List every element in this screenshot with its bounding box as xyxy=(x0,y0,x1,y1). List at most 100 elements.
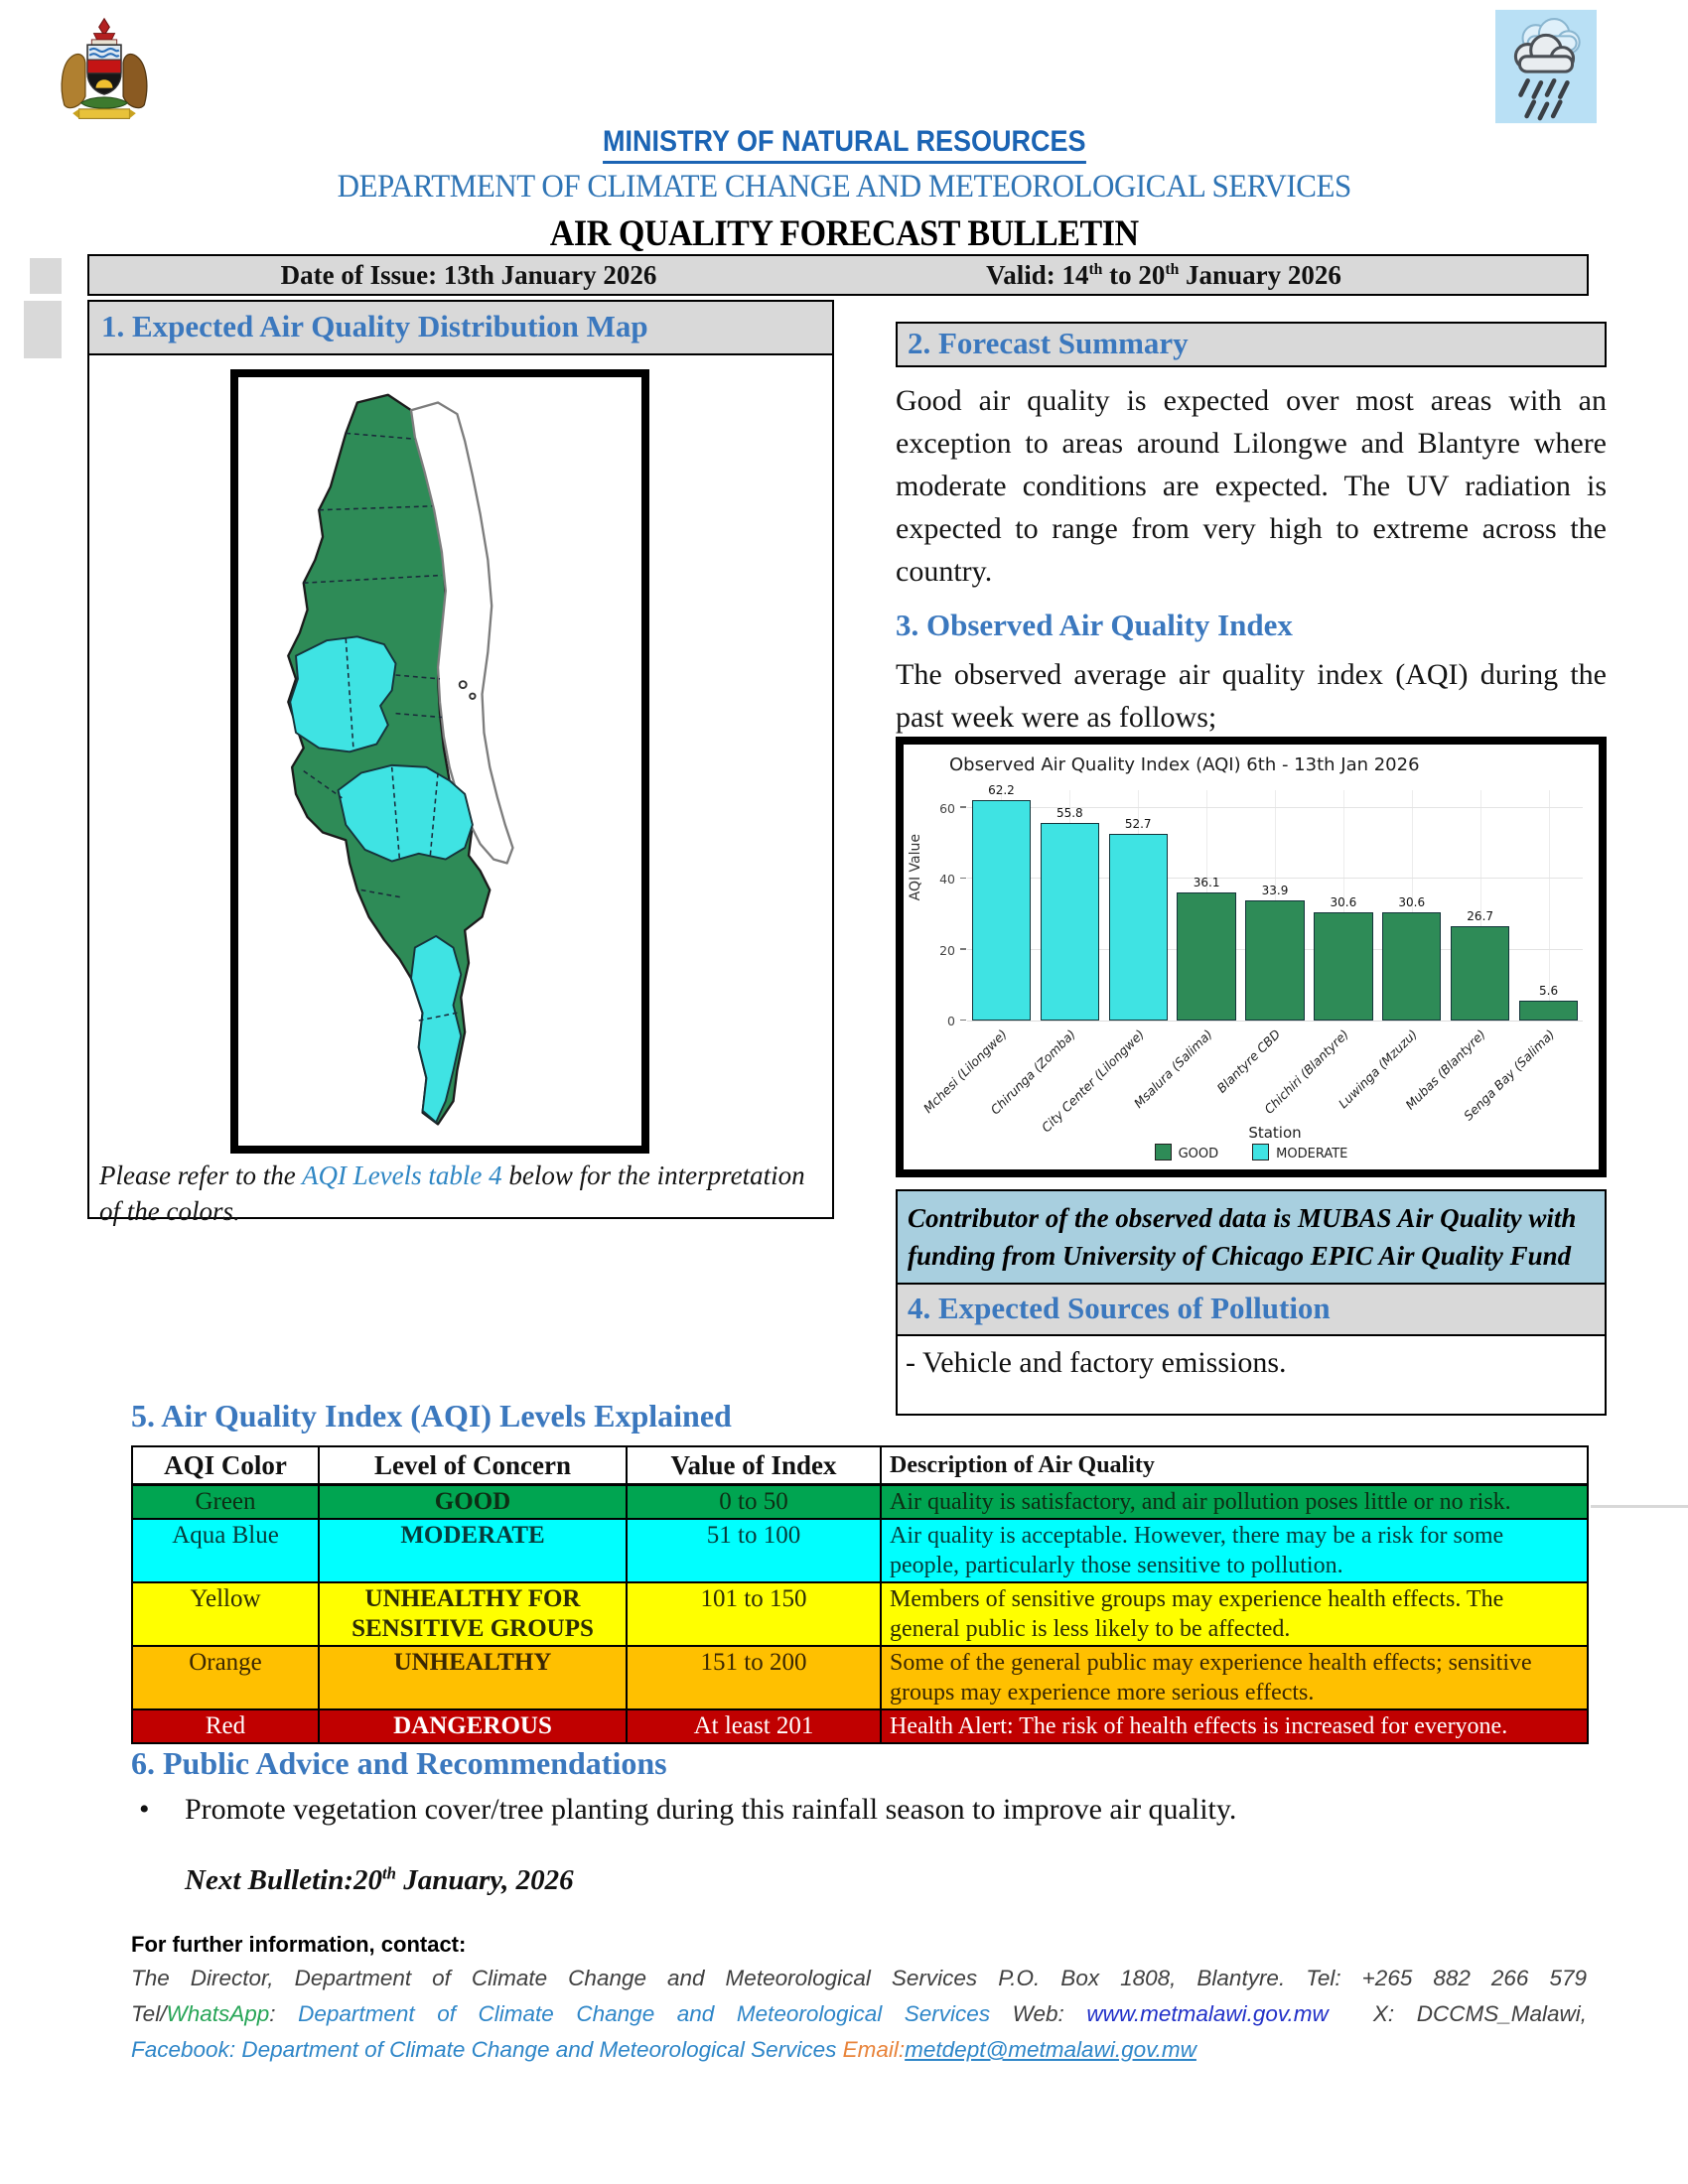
chart-x-axis-label: Station xyxy=(1248,1124,1302,1142)
table-header-row: AQI Color Level of Concern Value of Inde… xyxy=(131,1445,1589,1486)
legend-label: GOOD xyxy=(1178,1147,1219,1161)
y-tick-label: 0 xyxy=(947,1014,955,1028)
table-row-moderate: Aqua Blue MODERATE 51 to 100 Air quality… xyxy=(131,1518,1589,1583)
chart-bar xyxy=(1382,911,1442,1021)
map-region-moderate-south xyxy=(337,763,474,863)
cell-description: Health Alert: The risk of health effects… xyxy=(880,1708,1589,1744)
aqi-levels-table: AQI Color Level of Concern Value of Inde… xyxy=(131,1445,1589,1744)
col-header-description: Description of Air Quality xyxy=(880,1445,1589,1486)
chart-bar xyxy=(1040,822,1099,1021)
cell-color: Red xyxy=(131,1708,320,1744)
chart-x-tick-labels: Mchesi (Lilongwe) Chirunga (Zomba) City Ce… xyxy=(920,1023,1583,1135)
x-handle: X: DCCMS_Malawi, xyxy=(1328,2001,1587,2026)
cell-description: Air quality is acceptable. However, ther… xyxy=(880,1518,1589,1583)
cell-concern: MODERATE xyxy=(318,1518,628,1583)
chart-inner: Observed Air Quality Index (AQI) 6th - 1… xyxy=(904,745,1599,1169)
table-row-dangerous: Red DANGEROUS At least 201 Health Alert:… xyxy=(131,1708,1589,1744)
chart-bar xyxy=(1518,1001,1579,1021)
bar-value-label: 26.7 xyxy=(1467,908,1494,923)
col-header-level: Level of Concern xyxy=(318,1445,628,1486)
malawi-map-svg xyxy=(287,393,514,1126)
separator: : xyxy=(228,2037,242,2062)
map-island-dot xyxy=(458,680,468,690)
gridline-v xyxy=(1411,790,1413,1021)
section4-title: 4. Expected Sources of Pollution xyxy=(908,1291,1331,1325)
whatsapp-account-name: Department of Climate Change and Meteoro… xyxy=(298,2001,991,2026)
map-caption-text: Please refer to the xyxy=(99,1160,302,1190)
bar-value-label: 62.2 xyxy=(988,783,1015,797)
next-bulletin: Next Bulletin:20th January, 2026 xyxy=(185,1863,574,1896)
chart-bar xyxy=(1245,900,1305,1021)
facebook-account-name: Department of Climate Change and Meteoro… xyxy=(241,2037,843,2062)
y-tick-label: 20 xyxy=(939,942,955,958)
gridline-v xyxy=(1479,790,1481,1021)
aqi-bar-chart: Observed Air Quality Index (AQI) 6th - 1… xyxy=(896,737,1607,1177)
valid-period: Valid: 14th to 20th January 2026 xyxy=(986,260,1341,290)
contributor-note: Contributor of the observed data is MUBA… xyxy=(896,1189,1607,1285)
bar-value-label: 30.6 xyxy=(1398,894,1426,909)
map-lake-malawi xyxy=(409,401,514,865)
contact-heading: For further information, contact: xyxy=(131,1932,467,1957)
cell-range: 101 to 150 xyxy=(626,1581,882,1647)
x-tick-label: Blantyre CBD xyxy=(1213,1026,1284,1096)
date-bar: Date of Issue: 13th January 2026 Valid: … xyxy=(87,254,1589,296)
map-caption: Please refer to the AQI Levels table 4 b… xyxy=(99,1158,824,1229)
table-row-good: Green GOOD 0 to 50 Air quality is satisf… xyxy=(131,1483,1589,1520)
section5-title: 5. Air Quality Index (AQI) Levels Explai… xyxy=(131,1398,732,1433)
cell-color: Yellow xyxy=(131,1581,320,1647)
pollution-sources-box: - Vehicle and factory emissions. xyxy=(896,1334,1607,1416)
legend-swatch xyxy=(1154,1144,1172,1160)
cell-range: 151 to 200 xyxy=(626,1645,882,1710)
chart-legend: GOOD MODERATE xyxy=(904,1144,1599,1161)
section4-header: 4. Expected Sources of Pollution xyxy=(896,1283,1607,1336)
aqi-distribution-map xyxy=(230,369,649,1154)
chart-bar xyxy=(1177,892,1236,1021)
bar-value-label: 36.1 xyxy=(1193,876,1220,890)
website-link[interactable]: www.metmalawi.gov.mw xyxy=(1086,2001,1329,2026)
email-link[interactable]: metdept@metmalawi.gov.mw xyxy=(905,2037,1196,2062)
y-tick-mark xyxy=(960,877,966,880)
department-title: DEPARTMENT OF CLIMATE CHANGE AND METEORO… xyxy=(337,169,1351,205)
tel-label: Tel/ xyxy=(131,2001,167,2026)
page-edge-rule xyxy=(1591,1505,1688,1508)
bar-value-label: 52.7 xyxy=(1124,816,1152,831)
section2-header: 2. Forecast Summary xyxy=(896,322,1607,367)
map-region-moderate-lilongwe xyxy=(289,635,397,753)
cell-range: 0 to 50 xyxy=(626,1483,882,1520)
gridline-v xyxy=(1342,790,1344,1021)
cell-color: Orange xyxy=(131,1645,320,1710)
bar-value-label: 5.6 xyxy=(1539,984,1559,999)
chart-bar xyxy=(1314,911,1373,1021)
separator: : xyxy=(269,2001,299,2026)
chart-title: Observed Air Quality Index (AQI) 6th - 1… xyxy=(949,754,1420,775)
contact-line-channels: Tel/WhatsApp: Department of Climate Chan… xyxy=(131,2001,1587,2027)
cell-concern: GOOD xyxy=(318,1483,628,1520)
advice-bullet-text: Promote vegetation cover/tree planting d… xyxy=(185,1793,1237,1826)
cell-description: Air quality is satisfactory, and air pol… xyxy=(880,1483,1589,1520)
ministry-title-line: MINISTRY OF NATURAL RESOURCES xyxy=(0,125,1688,164)
gridline-h xyxy=(967,878,1583,880)
cell-range: 51 to 100 xyxy=(626,1518,882,1583)
table-row-usg: Yellow UNHEALTHY FOR SENSITIVE GROUPS 10… xyxy=(131,1581,1589,1647)
chart-bar xyxy=(971,800,1032,1021)
chart-plot-area: 0 20 40 60 62.2 55.8 52.7 36.1 33.9 30.6 30.6 26.7 5… xyxy=(939,783,1583,1028)
web-label: Web: xyxy=(990,2001,1087,2026)
legend-item: MODERATE xyxy=(1252,1144,1347,1161)
malawi-coat-of-arms-icon xyxy=(52,12,157,123)
cell-color: Green xyxy=(131,1483,320,1520)
bulletin-title-line: AIR QUALITY FORECAST BULLETIN xyxy=(0,212,1688,255)
aqi-levels-table-link[interactable]: AQI Levels table 4 xyxy=(301,1160,502,1190)
legend-swatch xyxy=(1252,1144,1270,1160)
bar-value-label: 55.8 xyxy=(1055,805,1083,820)
col-header-value: Value of Index xyxy=(626,1445,882,1486)
map-region-moderate-tail xyxy=(410,934,463,1124)
rain-cloud-icon xyxy=(1495,8,1597,125)
facebook-label: Facebook xyxy=(131,2037,229,2062)
section3-title: 3. Observed Air Quality Index xyxy=(896,608,1293,642)
section1-title: 1. Expected Air Quality Distribution Map xyxy=(101,309,648,343)
legend-label: MODERATE xyxy=(1276,1147,1348,1161)
col-header-aqi-color: AQI Color xyxy=(131,1445,320,1486)
map-island-dot xyxy=(469,692,477,700)
table-row-unhealthy: Orange UNHEALTHY 151 to 200 Some of the … xyxy=(131,1645,1589,1710)
